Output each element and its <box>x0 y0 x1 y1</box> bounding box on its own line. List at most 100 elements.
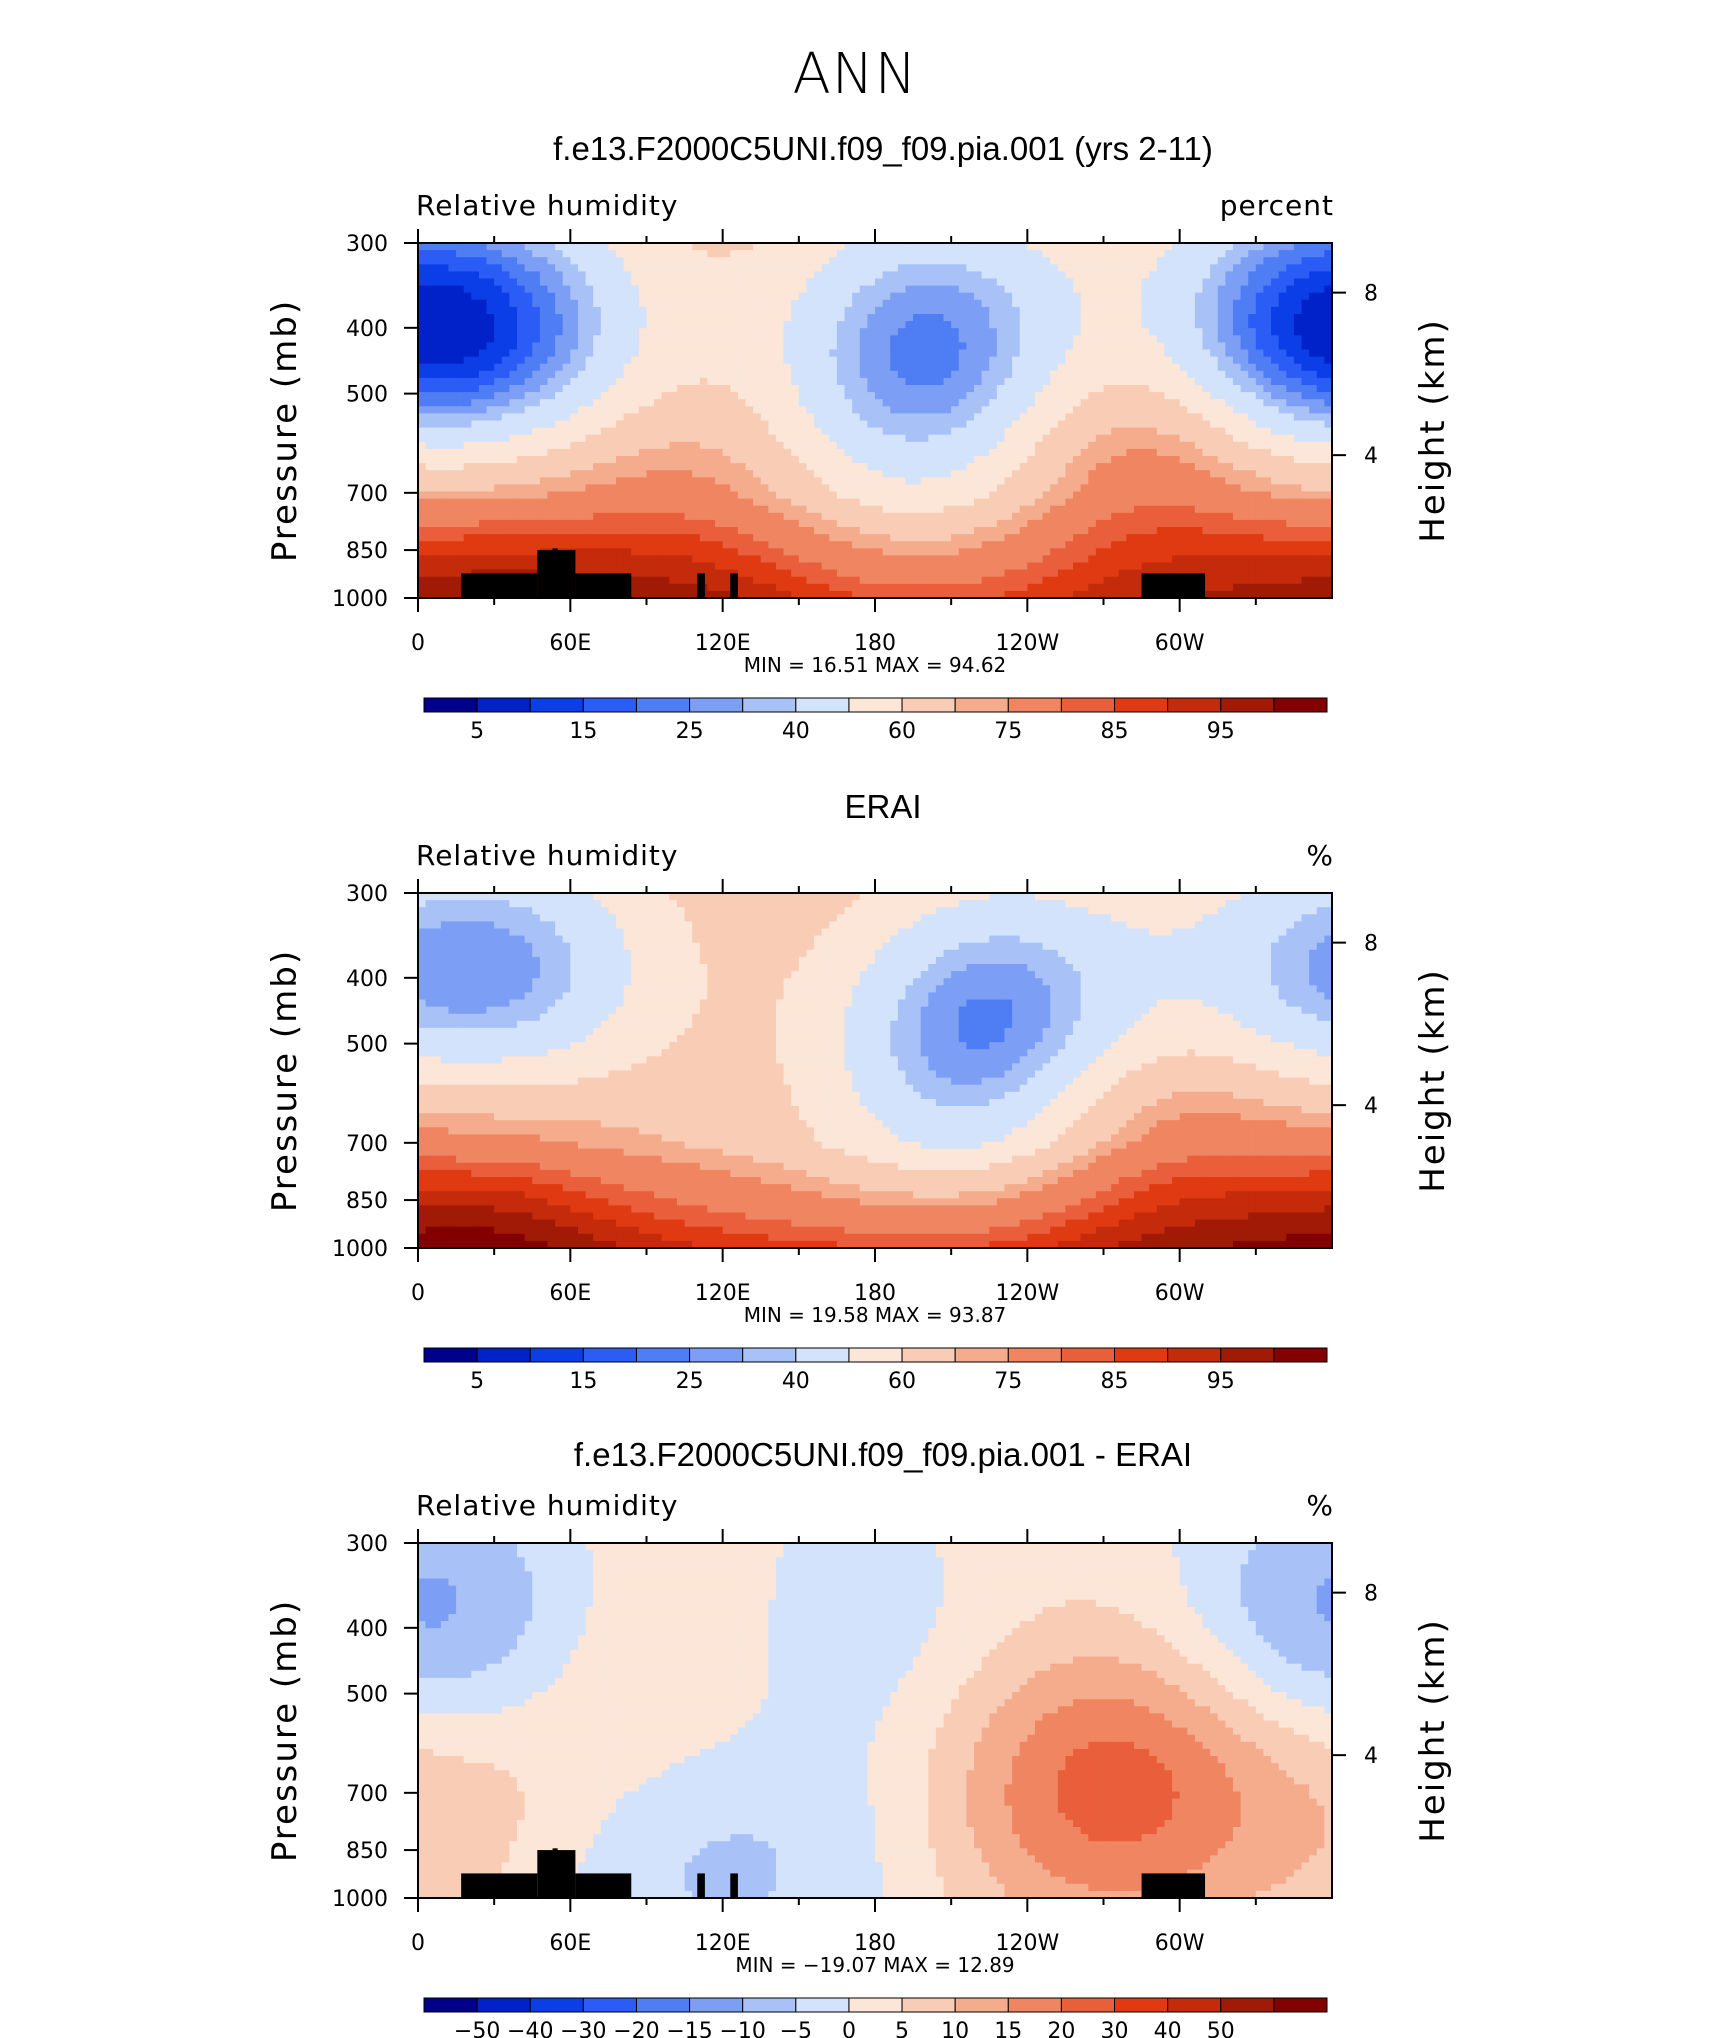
contour-cell <box>768 548 777 556</box>
contour-cell <box>418 385 427 393</box>
contour-cell <box>623 527 632 535</box>
contour-cell <box>951 548 960 556</box>
contour-cell <box>623 250 632 258</box>
contour-cell <box>859 562 868 571</box>
contour-cell <box>1034 377 1044 386</box>
contour-cell <box>875 512 884 521</box>
contour-cell <box>623 512 632 521</box>
contour-cell <box>1088 448 1097 457</box>
contour-cell <box>699 463 709 471</box>
contour-cell <box>1080 342 1089 351</box>
contour-cell <box>974 328 983 336</box>
contour-cell <box>798 406 808 414</box>
contour-cell <box>1141 562 1150 571</box>
contour-cell <box>425 491 434 500</box>
contour-cell <box>798 335 808 343</box>
contour-cell <box>562 335 571 343</box>
contour-cell <box>692 548 701 556</box>
contour-cell <box>715 370 724 379</box>
contour-cell <box>623 285 632 294</box>
contour-cell <box>517 477 526 485</box>
contour-cell <box>989 385 998 393</box>
contour-cell <box>539 385 549 393</box>
contour-cell <box>425 264 434 272</box>
contour-cell <box>1111 342 1120 351</box>
contour-cell <box>1034 463 1044 471</box>
contour-cell <box>517 285 526 294</box>
contour-cell <box>996 335 1006 343</box>
contour-cell <box>722 377 731 386</box>
contour-cell <box>1004 299 1013 308</box>
contour-cell <box>867 434 876 443</box>
contour-cell <box>829 370 838 379</box>
contour-cell <box>753 548 762 556</box>
contour-cell <box>928 505 937 514</box>
contour-cell <box>1126 285 1135 294</box>
contour-cell <box>890 406 899 414</box>
contour-cell <box>882 505 891 514</box>
contour-cell <box>867 292 876 301</box>
contour-cell <box>1012 399 1021 407</box>
contour-cell <box>753 285 762 294</box>
contour-cell <box>859 406 868 414</box>
contour-cell <box>897 548 907 556</box>
contour-cell <box>692 441 701 450</box>
contour-cell <box>844 583 853 592</box>
contour-cell <box>638 505 648 514</box>
contour-cell <box>836 477 846 485</box>
contour-cell <box>524 498 533 507</box>
contour-cell <box>745 555 754 564</box>
contour-cell <box>768 314 777 322</box>
contour-cell <box>775 590 785 598</box>
contour-cell <box>448 385 457 393</box>
contour-cell <box>1004 456 1013 464</box>
contour-cell <box>1095 576 1105 585</box>
contour-cell <box>1027 420 1036 429</box>
contour-cell <box>791 434 800 443</box>
contour-cell <box>920 264 929 272</box>
contour-cell <box>501 555 510 564</box>
contour-cell <box>1095 420 1105 429</box>
contour-cell <box>425 363 434 372</box>
contour-cell <box>501 427 510 436</box>
contour-cell <box>768 470 777 478</box>
contour-cell <box>616 278 625 287</box>
contour-cell <box>1118 328 1127 336</box>
contour-cell <box>1111 250 1120 258</box>
contour-cell <box>1103 548 1112 556</box>
contour-cell <box>806 377 815 386</box>
contour-cell <box>478 285 488 294</box>
contour-cell <box>676 356 686 365</box>
contour-cell <box>753 484 762 493</box>
contour-cell <box>547 448 556 457</box>
contour-cell <box>730 427 739 436</box>
contour-cell <box>981 427 990 436</box>
contour-cell <box>829 534 838 542</box>
contour-cell <box>707 427 716 436</box>
contour-cell <box>821 342 830 351</box>
contour-cell <box>1133 569 1143 578</box>
contour-cell <box>631 278 640 287</box>
contour-cell <box>440 363 450 372</box>
contour-cell <box>456 576 465 585</box>
contour-cell <box>1111 519 1120 528</box>
contour-cell <box>433 306 442 315</box>
contour-cell <box>730 342 739 351</box>
contour-cell <box>638 548 648 556</box>
contour-cell <box>562 477 571 485</box>
contour-cell <box>1004 541 1013 549</box>
contour-cell <box>1118 484 1127 493</box>
contour-cell <box>631 328 640 336</box>
contour-cell <box>699 292 709 301</box>
contour-cell <box>1057 356 1067 365</box>
contour-cell <box>418 590 427 598</box>
contour-cell <box>501 434 510 443</box>
contour-cell <box>654 335 663 343</box>
contour-cell <box>501 477 510 485</box>
contour-cell <box>486 370 495 379</box>
contour-cell <box>524 548 533 556</box>
contour-cell <box>1050 264 1059 272</box>
contour-cell <box>836 519 846 528</box>
contour-cell <box>791 321 800 329</box>
contour-cell <box>913 527 922 535</box>
